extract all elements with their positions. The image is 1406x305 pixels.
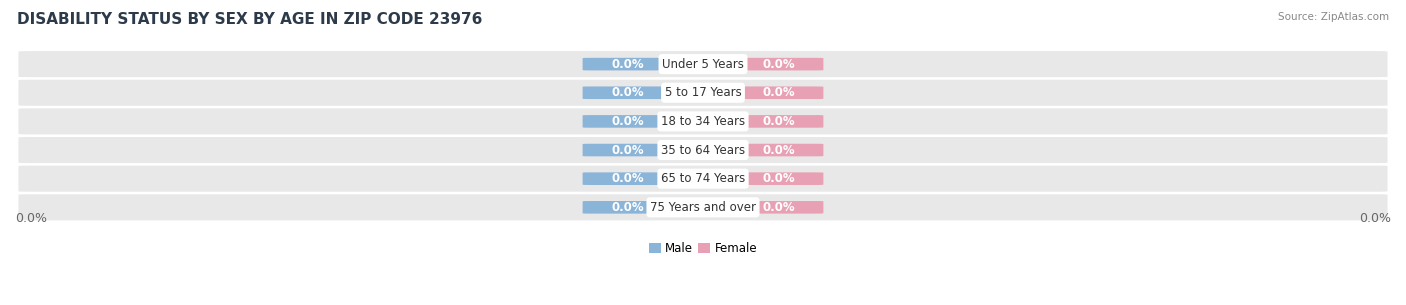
Text: 35 to 64 Years: 35 to 64 Years [661, 144, 745, 156]
Text: Source: ZipAtlas.com: Source: ZipAtlas.com [1278, 12, 1389, 22]
FancyBboxPatch shape [734, 144, 824, 156]
Text: 0.0%: 0.0% [762, 115, 794, 128]
Text: 5 to 17 Years: 5 to 17 Years [665, 86, 741, 99]
FancyBboxPatch shape [582, 86, 672, 99]
Text: 0.0%: 0.0% [762, 172, 794, 185]
Text: 0.0%: 0.0% [612, 58, 644, 71]
FancyBboxPatch shape [18, 51, 1388, 77]
FancyBboxPatch shape [18, 80, 1388, 106]
FancyBboxPatch shape [18, 137, 1388, 163]
Text: 0.0%: 0.0% [612, 86, 644, 99]
Text: 65 to 74 Years: 65 to 74 Years [661, 172, 745, 185]
FancyBboxPatch shape [18, 194, 1388, 220]
FancyBboxPatch shape [734, 58, 824, 70]
Text: 0.0%: 0.0% [762, 201, 794, 214]
FancyBboxPatch shape [582, 201, 672, 213]
Text: 0.0%: 0.0% [612, 115, 644, 128]
Legend: Male, Female: Male, Female [644, 237, 762, 260]
FancyBboxPatch shape [582, 144, 672, 156]
Text: 0.0%: 0.0% [612, 172, 644, 185]
FancyBboxPatch shape [734, 201, 824, 213]
Text: 0.0%: 0.0% [15, 212, 46, 225]
FancyBboxPatch shape [734, 115, 824, 128]
Text: DISABILITY STATUS BY SEX BY AGE IN ZIP CODE 23976: DISABILITY STATUS BY SEX BY AGE IN ZIP C… [17, 12, 482, 27]
FancyBboxPatch shape [18, 108, 1388, 135]
Text: 0.0%: 0.0% [762, 86, 794, 99]
Text: 18 to 34 Years: 18 to 34 Years [661, 115, 745, 128]
FancyBboxPatch shape [734, 172, 824, 185]
Text: 0.0%: 0.0% [612, 144, 644, 156]
FancyBboxPatch shape [582, 115, 672, 128]
FancyBboxPatch shape [582, 58, 672, 70]
Text: 0.0%: 0.0% [1360, 212, 1391, 225]
Text: 0.0%: 0.0% [762, 144, 794, 156]
FancyBboxPatch shape [582, 172, 672, 185]
FancyBboxPatch shape [18, 166, 1388, 192]
Text: 0.0%: 0.0% [762, 58, 794, 71]
Text: Under 5 Years: Under 5 Years [662, 58, 744, 71]
FancyBboxPatch shape [734, 86, 824, 99]
Text: 0.0%: 0.0% [612, 201, 644, 214]
Text: 75 Years and over: 75 Years and over [650, 201, 756, 214]
